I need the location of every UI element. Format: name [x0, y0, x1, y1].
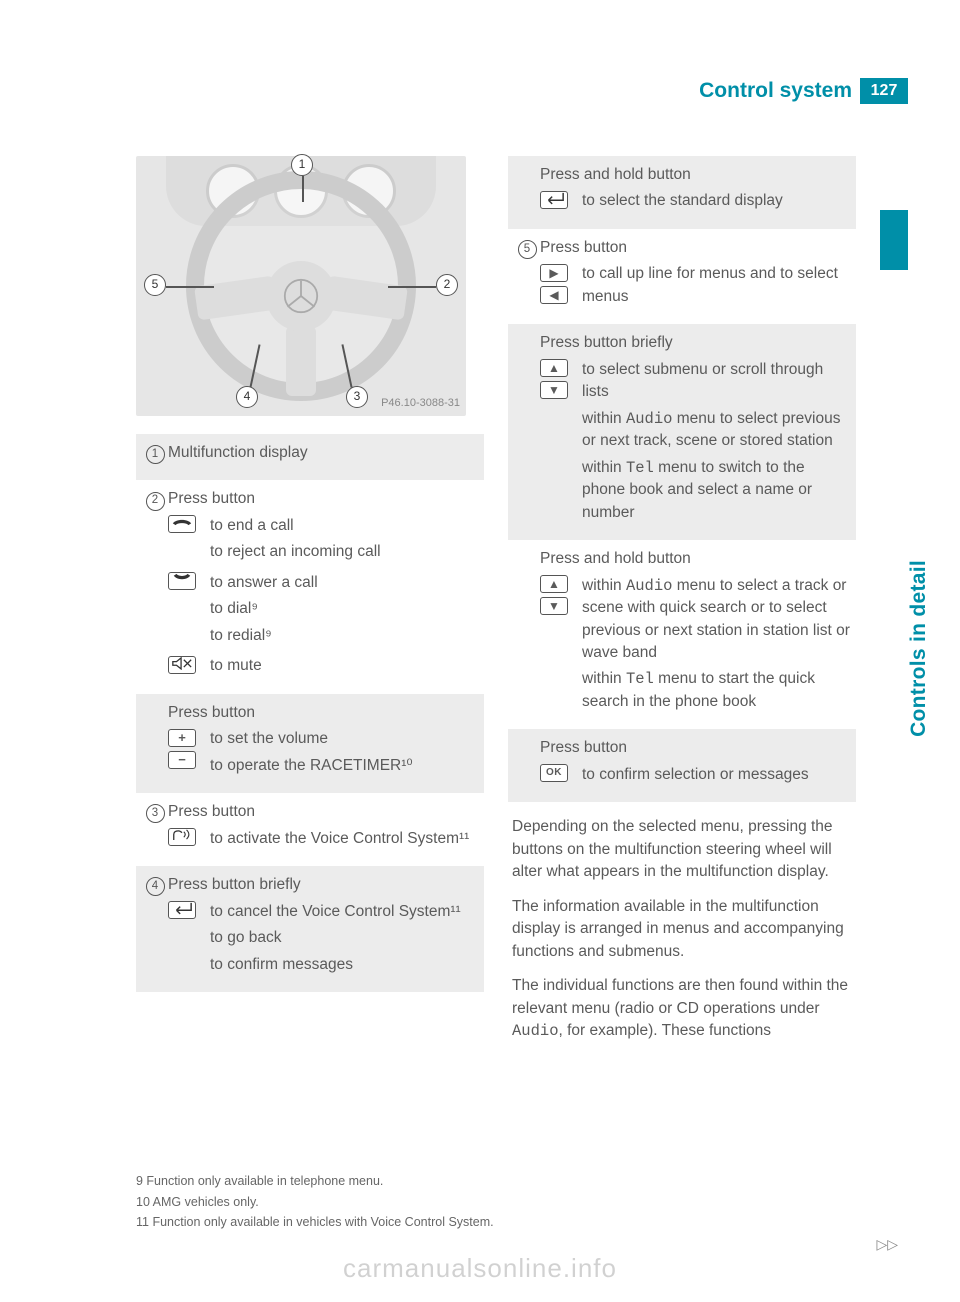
definition-block: 2 Press button to end a callto reject an… [136, 480, 484, 693]
body-text: The information available in the multifu… [512, 896, 852, 963]
definition-block: 5 Press button ▶◀ to call up line for me… [508, 229, 856, 324]
section-title: Control system [699, 78, 860, 104]
figure-label: P46.10-3088-31 [381, 396, 460, 412]
footnotes: 9 Function only available in telephone m… [136, 1172, 494, 1234]
definition-row: ▲▼ to select submenu or scroll through l… [540, 359, 850, 528]
block-lead: Press and hold button [540, 548, 850, 570]
left-definition-list: 1 Multifunction display 2 Press button t… [136, 434, 484, 992]
definition-block: Press and hold button ▲▼ within Audio me… [508, 540, 856, 729]
block-lead: Press button [168, 801, 478, 823]
mute-icon [168, 656, 196, 674]
block-lead: Multifunction display [168, 442, 478, 464]
definition-block: 3 Press button to activate the Voice Con… [136, 793, 484, 866]
definition-row: to cancel the Voice Control System¹¹to g… [168, 901, 478, 980]
block-lead: Press button [540, 737, 850, 759]
definition-block: 1 Multifunction display [136, 434, 484, 480]
callout-1: 1 [291, 154, 313, 176]
block-lead: Press and hold button [540, 164, 850, 186]
block-lead: Press button [168, 488, 478, 510]
body-text: The individual functions are then found … [512, 975, 852, 1042]
right-definition-list: Press and hold button to select the stan… [508, 156, 856, 802]
left-icon: ◀ [540, 286, 568, 304]
watermark: carmanualsonline.info [0, 1250, 960, 1288]
body-text: Depending on the selected menu, pressing… [512, 816, 852, 883]
page-number: 127 [860, 78, 908, 104]
up-icon: ▲ [540, 575, 568, 593]
callout-3: 3 [346, 386, 368, 408]
block-lead: Press button briefly [168, 874, 478, 896]
right-column: Press and hold button to select the stan… [508, 156, 856, 1055]
ok-icon: OK [540, 764, 568, 782]
block-lead: Press button briefly [540, 332, 850, 354]
left-column: 1 2 3 4 5 P46.10-3088-31 1 Multifunction… [136, 156, 484, 1055]
voice-icon [168, 828, 196, 846]
mercedes-logo-icon [266, 261, 336, 331]
definition-row: +− to set the volumeto operate the RACET… [168, 728, 478, 781]
definition-row: to select the standard display [540, 190, 850, 216]
footnote: 10 AMG vehicles only. [136, 1193, 494, 1212]
callout-5: 5 [144, 274, 166, 296]
right-icon: ▶ [540, 264, 568, 282]
down-icon: ▼ [540, 597, 568, 615]
side-tab-text: Controls in detail [904, 560, 934, 737]
definition-row: ▶◀ to call up line for menus and to sele… [540, 263, 850, 312]
definition-block: Press button OK to confirm selection or … [508, 729, 856, 802]
back-icon [168, 901, 196, 919]
back-icon [540, 191, 568, 209]
definition-block: Press button +− to set the volumeto oper… [136, 694, 484, 793]
definition-row: to mute [168, 655, 478, 681]
down-icon: ▼ [540, 381, 568, 399]
callout-2: 2 [436, 274, 458, 296]
side-tab [880, 210, 908, 270]
steering-wheel-figure: 1 2 3 4 5 P46.10-3088-31 [136, 156, 466, 416]
definition-block: Press and hold button to select the stan… [508, 156, 856, 229]
footnote: 11 Function only available in vehicles w… [136, 1213, 494, 1232]
minus-icon: − [168, 751, 196, 769]
phone-icon [168, 572, 196, 590]
definition-row: OK to confirm selection or messages [540, 764, 850, 790]
plus-icon: + [168, 729, 196, 747]
page-header: Control system 127 [699, 78, 908, 104]
phone-end-icon [168, 515, 196, 533]
footnote: 9 Function only available in telephone m… [136, 1172, 494, 1191]
definition-row: ▲▼ within Audio menu to select a track o… [540, 575, 850, 718]
up-icon: ▲ [540, 359, 568, 377]
block-lead: Press button [540, 237, 850, 259]
definition-row: to activate the Voice Control System¹¹ [168, 828, 478, 854]
body-paragraphs: Depending on the selected menu, pressing… [512, 816, 852, 1042]
block-lead: Press button [168, 702, 478, 724]
callout-4: 4 [236, 386, 258, 408]
definition-block: Press button briefly ▲▼ to select submen… [508, 324, 856, 540]
definition-row: to end a callto reject an incoming call [168, 515, 478, 568]
definition-row: to answer a callto dial⁹to redial⁹ [168, 572, 478, 651]
definition-block: 4 Press button briefly to cancel the Voi… [136, 866, 484, 992]
